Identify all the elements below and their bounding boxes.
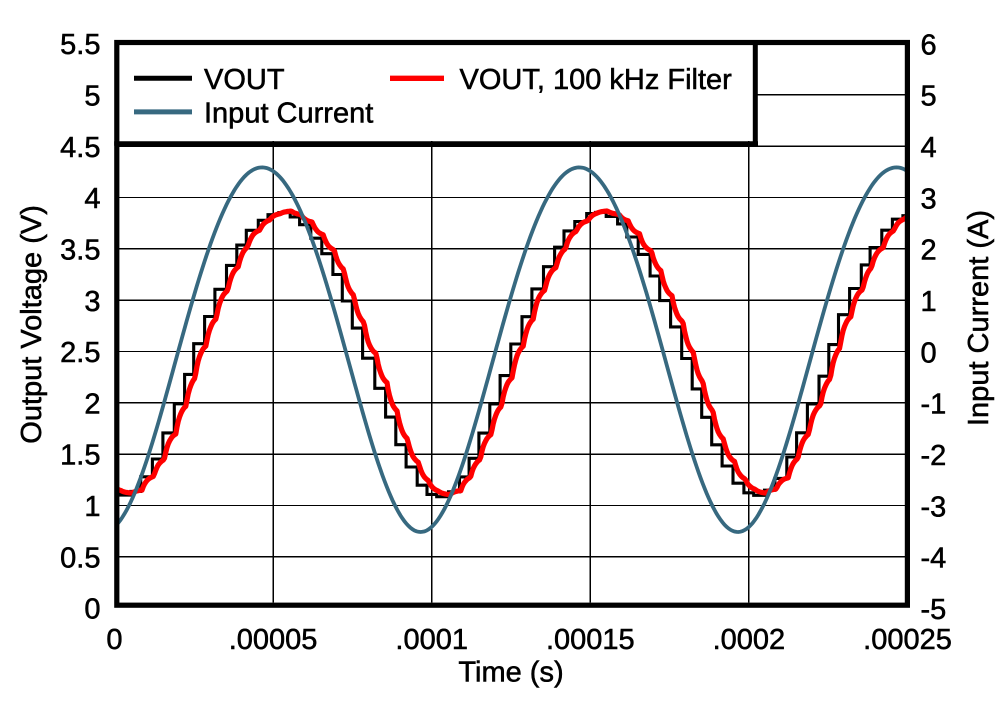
svg-text:Output Voltage (V): Output Voltage (V) (16, 205, 48, 444)
svg-text:Input Current (A): Input Current (A) (963, 210, 995, 426)
svg-text:.00005: .00005 (229, 624, 318, 656)
svg-text:3.5: 3.5 (60, 234, 100, 266)
svg-text:5: 5 (84, 80, 100, 112)
svg-text:2.5: 2.5 (60, 337, 100, 369)
svg-text:Input Current: Input Current (204, 98, 373, 130)
svg-text:-1: -1 (921, 389, 947, 421)
svg-text:.00025: .00025 (863, 624, 952, 656)
svg-text:-2: -2 (921, 440, 947, 472)
svg-text:.0001: .0001 (395, 624, 468, 656)
svg-text:5.5: 5.5 (60, 29, 100, 61)
svg-text:0.5: 0.5 (60, 542, 100, 574)
svg-text:VOUT, 100 kHz Filter: VOUT, 100 kHz Filter (460, 64, 733, 96)
svg-text:-5: -5 (921, 594, 947, 626)
svg-text:4.5: 4.5 (60, 132, 100, 164)
svg-text:VOUT: VOUT (204, 64, 285, 96)
svg-text:4: 4 (84, 183, 100, 215)
svg-text:-4: -4 (921, 543, 947, 575)
svg-text:1: 1 (921, 286, 937, 318)
svg-text:Time (s): Time (s) (458, 657, 563, 689)
svg-text:6: 6 (921, 29, 937, 61)
svg-text:5: 5 (921, 81, 937, 113)
svg-text:-3: -3 (921, 491, 947, 523)
svg-text:.00015: .00015 (546, 624, 635, 656)
svg-text:0: 0 (921, 337, 937, 369)
svg-text:1: 1 (84, 491, 100, 523)
svg-text:3: 3 (84, 286, 100, 318)
svg-text:2: 2 (921, 235, 937, 267)
svg-text:3: 3 (921, 183, 937, 215)
svg-text:4: 4 (921, 132, 937, 164)
svg-text:1.5: 1.5 (60, 440, 100, 472)
svg-text:.0002: .0002 (713, 624, 786, 656)
svg-text:2: 2 (84, 388, 100, 420)
svg-text:0: 0 (84, 594, 100, 626)
svg-text:0: 0 (106, 624, 122, 656)
